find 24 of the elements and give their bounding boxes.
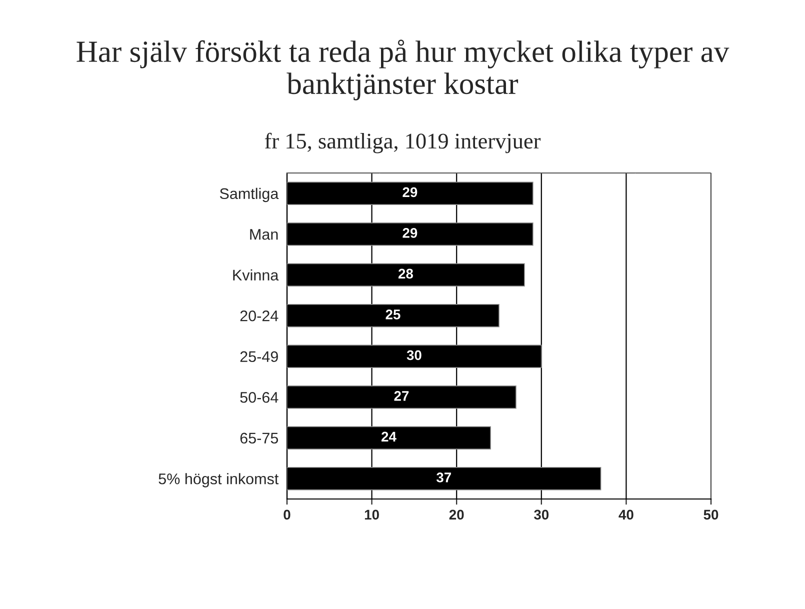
data-label: 29 bbox=[402, 187, 418, 198]
chart-subtitle: fr 15, samtliga, 1019 intervjuer bbox=[264, 132, 541, 154]
y-tick-label: Samtliga bbox=[220, 188, 279, 202]
x-tick-label: 0 bbox=[284, 510, 290, 520]
y-tick-label: Man bbox=[250, 229, 278, 240]
y-tick-label: 65-75 bbox=[240, 432, 278, 444]
y-tick-label: Kvinna bbox=[233, 269, 279, 281]
x-tick-label: 10 bbox=[364, 510, 379, 520]
data-label: 30 bbox=[406, 350, 422, 360]
y-tick-label: 50-64 bbox=[240, 392, 278, 403]
x-tick-label: 50 bbox=[704, 510, 718, 520]
data-label: 37 bbox=[436, 472, 451, 482]
x-tick-label: 30 bbox=[534, 510, 549, 520]
data-label: 27 bbox=[394, 391, 409, 401]
x-tick-label: 20 bbox=[449, 510, 464, 520]
y-tick-label: 20-24 bbox=[240, 310, 278, 322]
data-label: 24 bbox=[382, 432, 396, 442]
data-label: 28 bbox=[398, 268, 414, 279]
data-label: 29 bbox=[402, 228, 418, 238]
y-tick-label: 5% högst inkomst bbox=[158, 473, 279, 488]
chart-title: Har själv försökt ta reda på hur mycket olika typer av banktjänster kostar bbox=[76, 40, 730, 100]
y-tick-label: 25-49 bbox=[240, 351, 278, 362]
x-tick-label: 40 bbox=[618, 510, 634, 520]
data-label: 25 bbox=[386, 310, 400, 320]
